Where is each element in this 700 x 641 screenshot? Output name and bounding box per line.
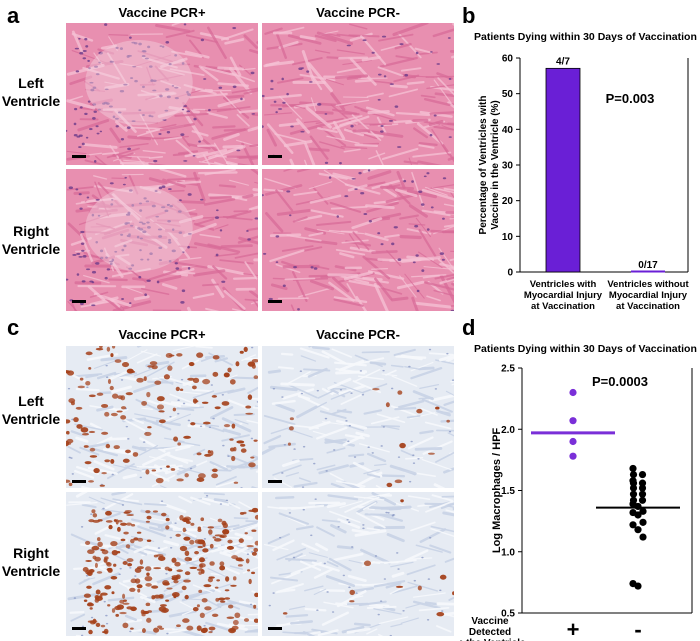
y-axis-label: Log Macrophages / HPF — [491, 428, 503, 554]
y-tick-label: 1.0 — [501, 547, 515, 558]
panel-a-row-header-right: Right Ventricle — [1, 223, 61, 257]
scale-bar — [72, 480, 86, 483]
data-point — [629, 464, 637, 473]
histology-image-he-lv-pos — [66, 23, 258, 165]
y-axis-label: Percentage of Ventricles withVaccine in … — [478, 96, 501, 235]
histology-image-he-lv-neg — [262, 23, 454, 165]
data-point — [638, 470, 647, 479]
data-point — [634, 511, 642, 519]
bar-data-label: 4/7 — [556, 56, 570, 67]
panel-d-title: Patients Dying within 30 Days of Vaccina… — [474, 343, 697, 355]
y-tick-label: 30 — [502, 161, 514, 172]
bar — [545, 67, 581, 273]
y-tick-label: 20 — [502, 196, 514, 207]
p-value-annotation: P=0.003 — [606, 91, 655, 106]
histology-image-ihc-rv-neg — [262, 492, 454, 636]
panel-d-scatter-chart: 0.5 1.0 1.5 2.0 2.5 Log Macrophages / HPF + - P=… — [460, 364, 693, 641]
data-point — [638, 496, 647, 504]
y-tick-label: 2.5 — [501, 364, 515, 375]
data-point — [569, 452, 577, 460]
p-value-annotation: P=0.0003 — [592, 374, 648, 389]
data-point — [629, 484, 638, 492]
histology-image-he-rv-neg — [262, 169, 454, 311]
y-tick-label: 1.5 — [501, 486, 515, 497]
panel-b-letter: b — [462, 3, 476, 28]
data-point — [639, 507, 647, 515]
panel-a-col-header-pcr-pos: Vaccine PCR+ — [118, 5, 206, 20]
panel-c-row-header-right: Right Ventricle — [1, 545, 61, 579]
data-point — [629, 521, 637, 529]
x-axis-caption: VaccineDetectedin the Ventricle — [460, 616, 526, 641]
x-tick-label: Ventricles with Myocardial Injury at Vacci… — [524, 279, 603, 312]
scale-bar — [268, 627, 282, 630]
panel-c-col-header-pcr-pos: Vaccine PCR+ — [118, 327, 206, 342]
scale-bar — [72, 155, 86, 158]
panel-a-col-header-pcr-neg: Vaccine PCR- — [316, 5, 400, 20]
data-point — [569, 437, 577, 446]
data-point — [569, 417, 577, 425]
x-category-label: - — [634, 617, 641, 641]
y-tick-label: 0.5 — [501, 609, 515, 620]
histology-image-ihc-lv-neg — [262, 346, 454, 488]
data-point — [634, 526, 642, 534]
panel-b-bar-chart: 0 10 20 30 40 50 60 Percentage of Ventricles wi… — [478, 54, 689, 313]
x-category-label: + — [567, 617, 580, 641]
data-point — [634, 502, 642, 511]
scale-bar — [72, 627, 86, 630]
y-tick-label: 2.0 — [501, 425, 515, 436]
scale-bar — [268, 300, 282, 303]
histology-image-ihc-rv-pos — [66, 492, 258, 636]
histology-image-he-rv-pos — [66, 169, 258, 311]
scale-bar — [268, 155, 282, 158]
scale-bar — [268, 480, 282, 483]
histology-image-ihc-lv-pos — [66, 346, 258, 488]
y-tick-label: 40 — [502, 125, 514, 136]
data-point — [634, 582, 642, 590]
panel-a-row-header-left: Left Ventricle — [1, 75, 61, 109]
data-point — [629, 470, 638, 479]
data-point — [569, 388, 577, 397]
data-point — [639, 533, 647, 541]
data-point — [639, 518, 647, 526]
scale-bar — [72, 300, 86, 303]
panel-a-letter: a — [7, 3, 20, 28]
y-tick-label: 10 — [502, 232, 514, 243]
data-point — [638, 490, 647, 498]
panel-c-letter: c — [7, 315, 20, 340]
panel-b-title: Patients Dying within 30 Days of Vaccina… — [474, 31, 697, 43]
data-point — [629, 490, 638, 498]
x-tick-label: Ventricles without Myocardial Injury at Va… — [607, 279, 689, 312]
y-tick-label: 60 — [502, 54, 514, 65]
panel-d-letter: d — [462, 315, 476, 340]
data-point — [638, 484, 647, 492]
bar-data-label: 0/17 — [638, 260, 658, 271]
y-tick-label: 50 — [502, 89, 514, 100]
panel-c-row-header-left: Left Ventricle — [1, 393, 61, 427]
panel-c-col-header-pcr-neg: Vaccine PCR- — [316, 327, 400, 342]
y-tick-label: 0 — [507, 268, 513, 279]
